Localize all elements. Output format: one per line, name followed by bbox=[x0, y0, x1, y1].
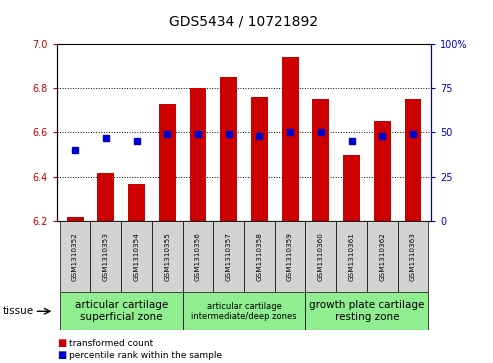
Text: GSM1310363: GSM1310363 bbox=[410, 232, 416, 281]
Text: percentile rank within the sample: percentile rank within the sample bbox=[69, 351, 222, 359]
Bar bbox=[152, 221, 182, 292]
Bar bbox=[220, 77, 237, 221]
Bar bbox=[60, 292, 182, 330]
Bar bbox=[251, 97, 268, 221]
Bar bbox=[275, 221, 306, 292]
Bar bbox=[397, 221, 428, 292]
Bar bbox=[182, 221, 213, 292]
Bar bbox=[189, 88, 207, 221]
Bar bbox=[128, 184, 145, 221]
Bar bbox=[306, 221, 336, 292]
Text: GSM1310360: GSM1310360 bbox=[318, 232, 324, 281]
Text: GSM1310362: GSM1310362 bbox=[379, 232, 385, 281]
Text: GSM1310352: GSM1310352 bbox=[72, 232, 78, 281]
Bar bbox=[91, 221, 121, 292]
Bar bbox=[98, 172, 114, 221]
Text: GSM1310355: GSM1310355 bbox=[164, 232, 170, 281]
Bar bbox=[336, 221, 367, 292]
Text: tissue: tissue bbox=[2, 306, 34, 316]
Bar bbox=[374, 121, 390, 221]
Text: GSM1310359: GSM1310359 bbox=[287, 232, 293, 281]
Text: GSM1310353: GSM1310353 bbox=[103, 232, 109, 281]
Text: ■: ■ bbox=[57, 338, 66, 348]
Text: ■: ■ bbox=[57, 350, 66, 360]
Text: GSM1310356: GSM1310356 bbox=[195, 232, 201, 281]
Bar bbox=[213, 221, 244, 292]
Bar bbox=[182, 292, 306, 330]
Text: GSM1310354: GSM1310354 bbox=[134, 232, 140, 281]
Bar bbox=[244, 221, 275, 292]
Bar bbox=[367, 221, 397, 292]
Bar bbox=[121, 221, 152, 292]
Text: growth plate cartilage
resting zone: growth plate cartilage resting zone bbox=[309, 301, 424, 322]
Bar bbox=[282, 57, 299, 221]
Bar bbox=[60, 221, 91, 292]
Bar bbox=[404, 99, 422, 221]
Text: GSM1310361: GSM1310361 bbox=[349, 232, 354, 281]
Text: GDS5434 / 10721892: GDS5434 / 10721892 bbox=[170, 15, 318, 29]
Bar bbox=[67, 217, 84, 221]
Text: GSM1310357: GSM1310357 bbox=[226, 232, 232, 281]
Text: articular cartilage
intermediate/deep zones: articular cartilage intermediate/deep zo… bbox=[191, 302, 297, 321]
Bar bbox=[343, 155, 360, 221]
Bar bbox=[306, 292, 428, 330]
Text: articular cartilage
superficial zone: articular cartilage superficial zone bbox=[74, 301, 168, 322]
Bar bbox=[313, 99, 329, 221]
Text: transformed count: transformed count bbox=[69, 339, 153, 347]
Bar bbox=[159, 103, 176, 221]
Text: GSM1310358: GSM1310358 bbox=[256, 232, 262, 281]
